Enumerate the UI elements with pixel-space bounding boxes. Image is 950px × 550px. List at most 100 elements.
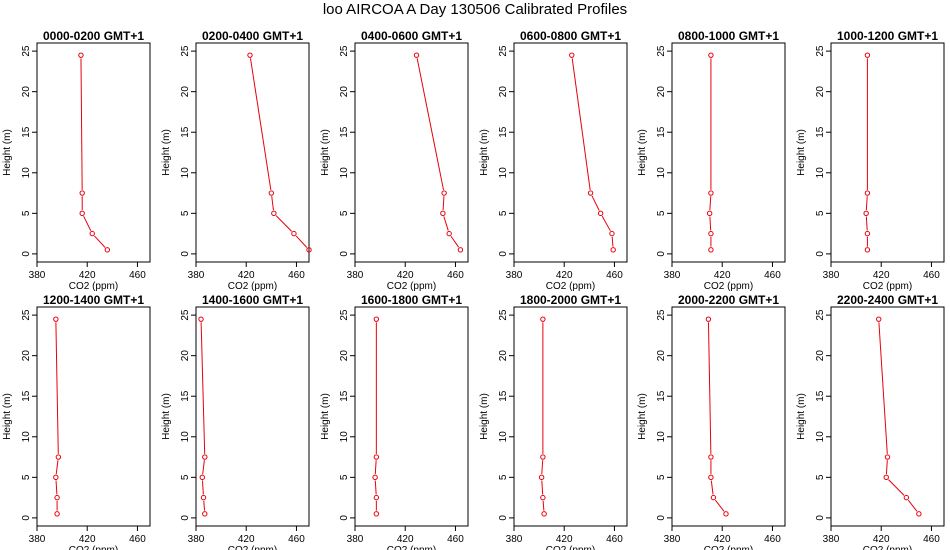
y-axis-label: Height (m) — [2, 393, 13, 440]
x-tick-label: 380 — [188, 270, 205, 281]
x-axis-label: CO2 (ppm) — [228, 545, 277, 550]
data-point — [55, 454, 62, 460]
data-point — [708, 190, 714, 196]
x-tick-label: 380 — [347, 534, 364, 545]
y-tick-label: 5 — [21, 474, 32, 480]
y-tick-label: 10 — [656, 431, 667, 443]
x-tick-label: 380 — [664, 534, 681, 545]
series-line-segment — [601, 215, 611, 232]
y-tick-label: 15 — [21, 390, 32, 402]
x-tick-label: 380 — [29, 534, 46, 545]
data-point — [708, 230, 714, 237]
series-line-segment — [709, 216, 712, 231]
y-tick-label: 25 — [815, 309, 826, 321]
series-line-segment — [201, 480, 204, 495]
series-line-segment — [611, 236, 614, 247]
x-tick-label: 380 — [29, 270, 46, 281]
data-point — [864, 230, 871, 237]
x-tick-label: 420 — [238, 534, 255, 545]
plot-frame — [36, 42, 151, 263]
data-point — [540, 454, 546, 460]
y-tick-label: 5 — [339, 474, 350, 480]
panel-title: 1200-1400 GMT+1 — [43, 293, 144, 307]
y-tick-label: 15 — [656, 126, 667, 138]
series-line-segment — [591, 195, 600, 211]
data-point — [373, 511, 380, 517]
panel-1200-1400 GMT+1: 1200-1400 GMT+1 0 5 10 15 20 25 380 420 460 CO2 (p… — [2, 293, 151, 550]
data-point — [372, 474, 378, 481]
data-point — [916, 511, 922, 517]
series-line-segment — [83, 215, 92, 231]
y-tick-label: 25 — [339, 309, 350, 321]
y-axis-label: Height (m) — [637, 129, 648, 176]
plot-frame — [671, 306, 786, 527]
x-tick-label: 380 — [823, 534, 840, 545]
y-tick-label: 5 — [21, 210, 32, 216]
y-tick-label: 20 — [815, 350, 826, 362]
panel-0200-0400 GMT+1: 0200-0400 GMT+1 0 5 10 15 20 25 380 420 460 CO2 (p… — [161, 29, 312, 292]
y-tick-label: 0 — [815, 515, 826, 521]
x-tick-label: 460 — [764, 534, 781, 545]
panel-title: 1600-1800 GMT+1 — [361, 293, 462, 307]
y-tick-label: 10 — [339, 431, 350, 443]
x-axis-label: CO2 (ppm) — [704, 545, 753, 550]
panel-1600-1800 GMT+1: 1600-1800 GMT+1 0 5 10 15 20 25 380 420 460 CO2 (p… — [320, 293, 469, 550]
y-tick-label: 10 — [21, 167, 32, 179]
x-tick-label: 380 — [664, 270, 681, 281]
y-tick-label: 25 — [21, 309, 32, 321]
x-tick-label: 460 — [129, 270, 146, 281]
series-line-segment — [541, 480, 544, 495]
series-line-segment — [865, 216, 868, 231]
x-tick-label: 460 — [288, 534, 305, 545]
y-tick-label: 10 — [339, 167, 350, 179]
y-axis-label: Height (m) — [796, 129, 807, 176]
data-point — [903, 494, 910, 501]
x-tick-label: 460 — [447, 534, 464, 545]
x-tick-label: 460 — [764, 270, 781, 281]
panel-title: 2200-2400 GMT+1 — [837, 293, 938, 307]
panel-title: 0600-0800 GMT+1 — [520, 29, 621, 43]
series-line-segment — [249, 58, 272, 190]
series-line-segment — [709, 196, 712, 211]
series-line-segment — [55, 460, 59, 475]
series-line-segment — [907, 499, 918, 512]
data-point — [441, 190, 447, 196]
data-point — [457, 247, 464, 253]
y-tick-label: 0 — [815, 251, 826, 257]
y-tick-label: 15 — [339, 390, 350, 402]
series-line-segment — [865, 196, 868, 211]
y-tick-label: 10 — [815, 167, 826, 179]
x-tick-label: 380 — [506, 270, 523, 281]
panel-title: 2000-2200 GMT+1 — [678, 293, 779, 307]
data-point — [708, 247, 714, 253]
y-tick-label: 20 — [339, 350, 350, 362]
y-tick-label: 20 — [656, 86, 667, 98]
y-tick-label: 10 — [180, 167, 191, 179]
y-tick-label: 0 — [339, 515, 350, 521]
series-line-segment — [55, 322, 59, 454]
x-tick-label: 420 — [238, 270, 255, 281]
x-tick-label: 420 — [556, 534, 573, 545]
data-point — [597, 210, 604, 217]
y-tick-label: 15 — [815, 126, 826, 138]
panel-1800-2000 GMT+1: 1800-2000 GMT+1 0 5 10 15 20 25 380 420 460 CO2 (p… — [479, 293, 628, 550]
x-tick-label: 420 — [714, 534, 731, 545]
data-point — [864, 52, 871, 58]
series-line-segment — [202, 460, 205, 475]
series-line-segment — [450, 235, 460, 248]
plot-frame — [513, 42, 628, 263]
x-tick-label: 460 — [923, 270, 940, 281]
data-point — [291, 230, 297, 237]
x-axis-label: CO2 (ppm) — [546, 281, 595, 292]
data-point — [446, 230, 452, 237]
x-tick-label: 460 — [447, 270, 464, 281]
data-point — [609, 230, 615, 237]
figure-title: loo AIRCOA A Day 130506 Calibrated Profi… — [322, 1, 628, 18]
series-line-segment — [94, 235, 106, 248]
y-tick-label: 15 — [815, 390, 826, 402]
y-axis-label: Height (m) — [479, 129, 490, 176]
data-point — [268, 190, 275, 196]
panel-2200-2400 GMT+1: 2200-2400 GMT+1 0 5 10 15 20 25 380 420 460 CO2 (p… — [796, 293, 945, 550]
data-point — [723, 511, 729, 517]
data-point — [247, 52, 253, 58]
